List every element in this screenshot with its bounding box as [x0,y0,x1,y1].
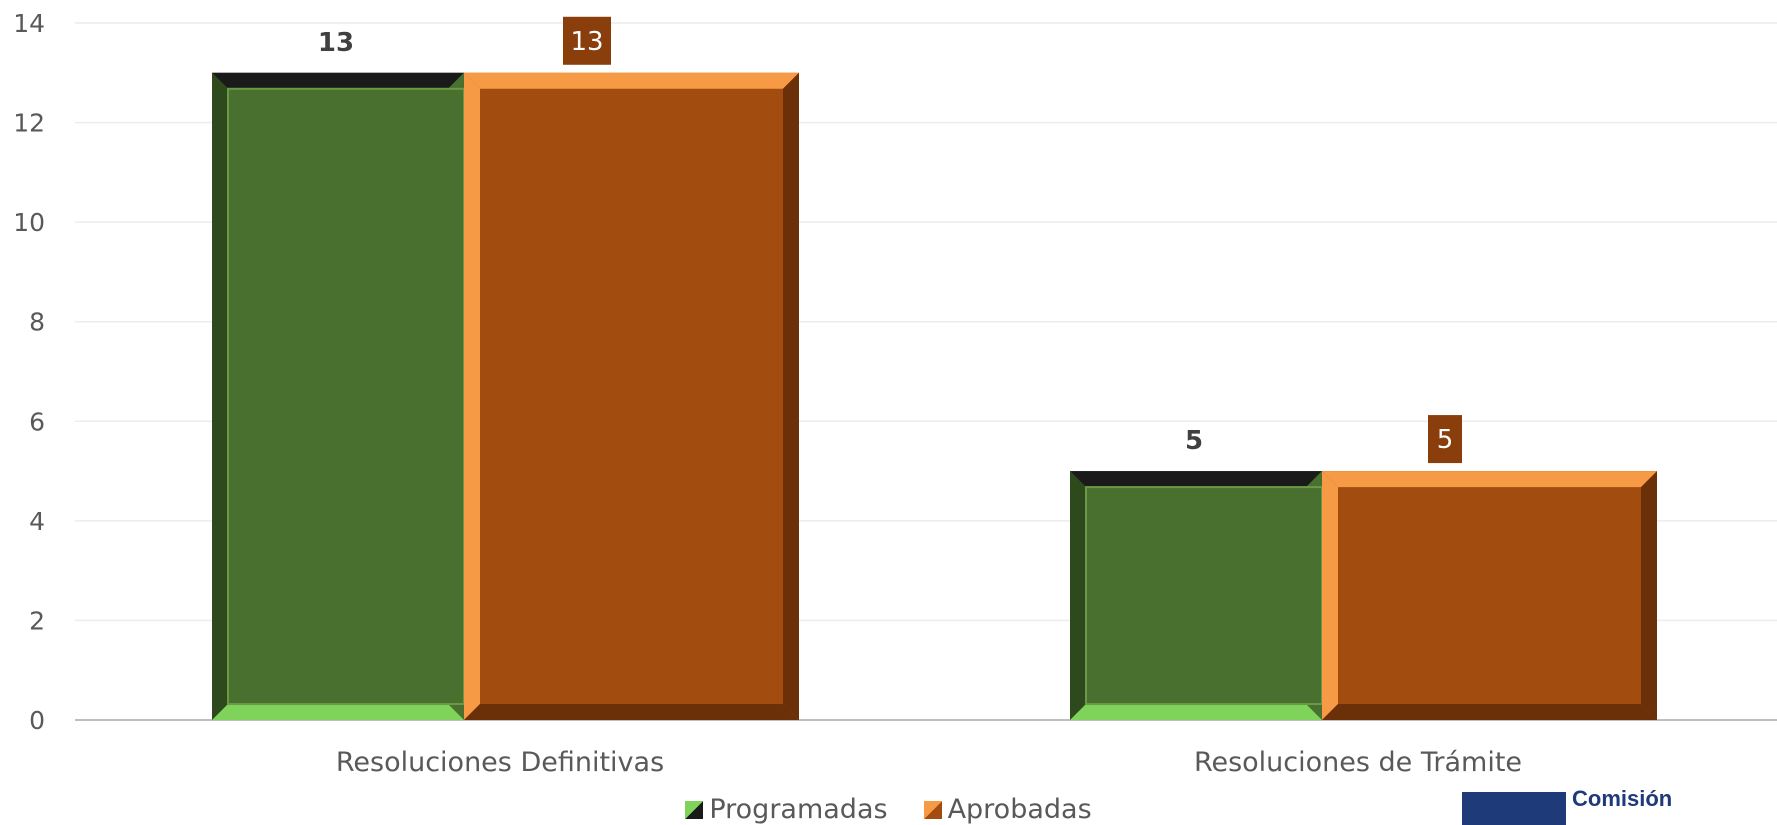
bar-aprobadas [464,72,799,721]
data-label-box [563,16,611,65]
legend-label: Programadas [709,794,888,825]
bar-top-bevel [1322,471,1657,488]
bar-right-bevel [1641,471,1657,720]
data-label-aprobadas: 13 [570,27,603,57]
bar-right-bevel [1306,471,1322,720]
bar-left-bevel [212,72,228,721]
data-label-aprobadas: 5 [1437,425,1454,455]
bar-programadas [212,72,465,721]
bar-top-bevel [212,72,464,89]
bar-face [212,72,464,721]
y-tick-label: 4 [29,507,45,536]
bar-face [1070,471,1322,720]
y-tick-label: 10 [13,208,45,237]
category-label: Resoluciones Definitivas [336,747,664,778]
y-tick-label: 12 [13,109,45,138]
y-tick-label: 0 [29,706,45,735]
bar-left-bevel [1322,471,1338,720]
bar-right-bevel [783,72,799,721]
legend-swatch [923,801,942,819]
y-tick-label: 14 [13,9,45,38]
bar-bottom-bevel [1322,704,1657,720]
bar-chart: 0 2 4 6 8 10 12 14 13 13 5 5 Resoluciones Definiti… [13,9,1777,778]
logo-emblem [1462,792,1566,825]
bar-aprobadas [1322,471,1657,720]
bars [212,72,1657,721]
legend-item: Aprobadas [923,794,1092,825]
bar-left-bevel [1070,471,1086,720]
data-label-programadas: 13 [318,28,354,58]
bar-top-bevel [1070,471,1322,488]
data-label-box [1428,415,1462,464]
bar-face [1322,471,1657,720]
legend-swatch [685,801,704,819]
logo-text: Comisión [1572,786,1673,811]
y-tick-label: 6 [29,407,45,436]
category-labels: Resoluciones Definitivas Resoluciones de … [336,747,1522,778]
data-label-programadas: 5 [1185,426,1203,456]
bar-right-bevel [448,72,464,721]
bar-top-bevel [464,72,799,89]
y-axis-ticks: 0 2 4 6 8 10 12 14 [13,9,45,735]
bar-bottom-bevel [212,704,464,720]
legend-item: Programadas [685,794,888,825]
y-tick-label: 8 [29,308,45,337]
legend-label: Aprobadas [947,794,1092,825]
bar-left-bevel [464,72,480,721]
legend: Programadas Aprobadas [0,794,1777,825]
data-labels: 13 13 5 5 [318,16,1462,464]
commission-logo: Comisión [1462,788,1777,825]
y-tick-label: 2 [29,606,45,635]
bar-bottom-bevel [1070,704,1322,720]
bar-face [464,72,799,721]
category-label: Resoluciones de Trámite [1194,747,1522,778]
bar-bottom-bevel [464,704,799,720]
bar-programadas [1070,471,1323,720]
